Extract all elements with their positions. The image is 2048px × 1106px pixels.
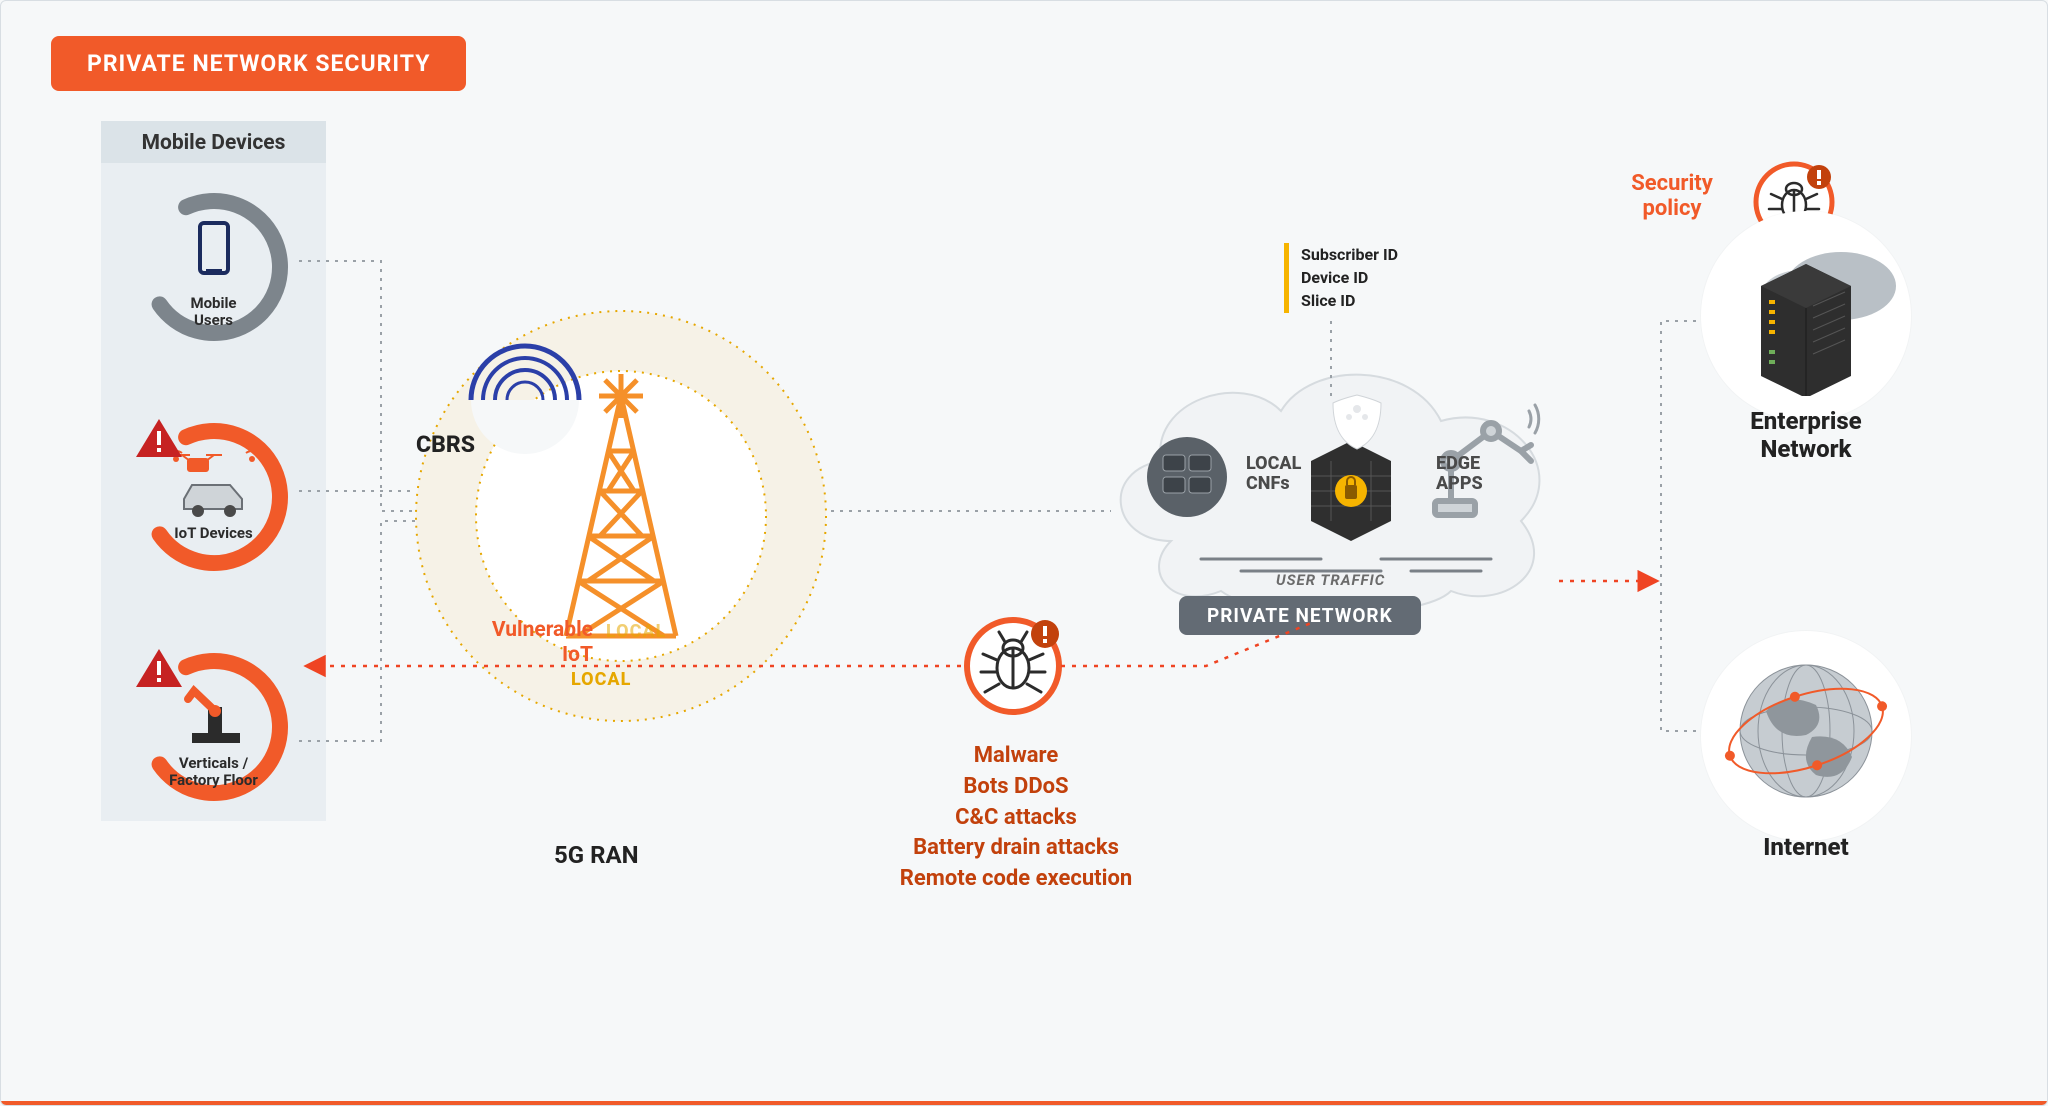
id-list: Subscriber ID Device ID Slice ID bbox=[1284, 243, 1398, 313]
local-label: LOCAL bbox=[606, 621, 666, 642]
user-traffic-label: USER TRAFFIC bbox=[1276, 571, 1385, 589]
device-label: Mobile Users bbox=[134, 295, 294, 330]
devices-header: Mobile Devices bbox=[101, 121, 326, 163]
internet-node: Internet bbox=[1691, 641, 1921, 861]
local-label: LOCAL bbox=[571, 669, 631, 690]
security-policy-label: Securitypolicy bbox=[1597, 171, 1747, 222]
edge-apps-label: EDGEAPPS bbox=[1436, 454, 1483, 494]
private-network-badge: PRIVATE NETWORK bbox=[1179, 596, 1421, 635]
device-mobile-users: Mobile Users bbox=[134, 187, 294, 347]
enterprise-network: EnterpriseNetwork bbox=[1691, 226, 1921, 463]
ran-caption: 5G RAN bbox=[554, 841, 639, 869]
diagram-canvas: PRIVATE NETWORK SECURITY Mobile Devices … bbox=[0, 0, 2048, 1106]
device-label: IoT Devices bbox=[134, 525, 294, 542]
device-label: Verticals / Factory Floor bbox=[134, 755, 294, 790]
title-badge: PRIVATE NETWORK SECURITY bbox=[51, 36, 466, 91]
devices-panel: Mobile Devices Mobile Users bbox=[101, 121, 326, 821]
vulnerable-iot-label: VulnerableIoT bbox=[433, 618, 593, 668]
device-factory: Verticals / Factory Floor bbox=[134, 647, 294, 807]
enterprise-label: EnterpriseNetwork bbox=[1691, 408, 1921, 463]
internet-label: Internet bbox=[1691, 833, 1921, 861]
alert-icon bbox=[134, 647, 184, 691]
threat-bug-icon bbox=[963, 616, 1063, 716]
alert-icon bbox=[134, 417, 184, 461]
footer-accent bbox=[1, 1101, 2047, 1105]
private-network-cloud bbox=[1081, 321, 1581, 641]
local-cnfs-label: LOCALCNFs bbox=[1246, 454, 1301, 494]
threat-list: Malware Bots DDoS C&C attacks Battery dr… bbox=[871, 741, 1161, 895]
device-iot: IoT Devices bbox=[134, 417, 294, 577]
cbrs-label: CBRS bbox=[416, 431, 475, 458]
